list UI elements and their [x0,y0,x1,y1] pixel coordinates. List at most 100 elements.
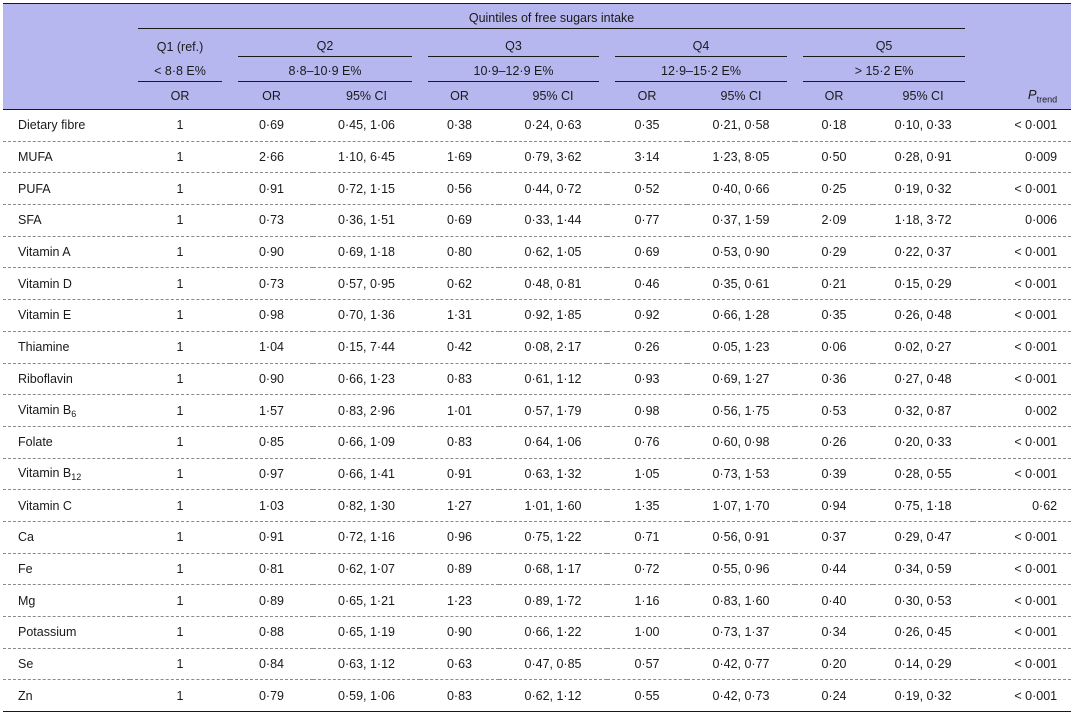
nutrient-cell: Vitamin D [3,267,130,301]
q3-or-cell: 0·80 [420,236,499,269]
p-trend-cell: < 0·001 [973,267,1072,301]
q5-ci-cell: 0·26, 0·45 [873,616,974,649]
p-trend-cell: 0·002 [973,394,1072,427]
nutrient-cell: Mg [3,584,130,617]
col-ci-q5: 95% CI [873,82,974,110]
q3-ci-cell: 0·64, 1·06 [499,426,607,459]
q2-or-cell: 0·89 [230,584,313,617]
range-q4: 12·9–15·2 E% [607,59,795,83]
table-row: Mg 1 0·89 0·65, 1·21 1·23 0·89, 1·72 1·16 0·83,… [3,584,1072,617]
q3-or-cell: 0·90 [420,616,499,649]
q5-ci-cell: 0·75, 1·18 [873,489,974,522]
nutrient-cell: Se [3,648,130,681]
table-row: Ca 1 0·91 0·72, 1·16 0·96 0·75, 1·22 0·71 0·56,… [3,521,1072,554]
results-table: Quintiles of free sugars intake Q1 (ref.… [3,3,1072,712]
q4-or-cell: 0·76 [607,426,687,459]
nutrient-cell: MUFA [3,141,130,174]
q3-ci-cell: 0·66, 1·22 [499,616,607,649]
range-q1: < 8·8 E% [130,59,230,83]
q4-ci-cell: 0·42, 0·77 [687,648,795,681]
q5-or-cell: 0·24 [795,679,873,712]
table-row: Se 1 0·84 0·63, 1·12 0·63 0·47, 0·85 0·57 0·42,… [3,648,1072,681]
nutrient-cell: PUFA [3,172,130,206]
q5-ci-cell: 0·15, 0·29 [873,267,974,301]
q2-ci-cell: 0·83, 2·96 [313,394,420,427]
table-row: Thiamine 1 1·04 0·15, 7·44 0·42 0·08, 2·17 0·2… [3,331,1072,364]
q4-ci-cell: 0·73, 1·53 [687,458,795,491]
col-ci-q4: 95% CI [687,82,795,110]
q2-or-cell: 0·73 [230,204,313,237]
q5-ci-cell: 0·34, 0·59 [873,553,974,586]
range-q3: 10·9–12·9 E% [420,59,607,83]
q4-ci-cell: 1·07, 1·70 [687,489,795,522]
q4-ci-cell: 0·66, 1·28 [687,299,795,332]
q5-or-cell: 0·37 [795,521,873,554]
q2-or-cell: 0·79 [230,679,313,712]
q2-or-cell: 0·73 [230,267,313,301]
q1-or-cell: 1 [130,236,230,269]
q5-ci-cell: 0·32, 0·87 [873,394,974,427]
q4-or-cell: 0·69 [607,236,687,269]
q2-or-cell: 0·85 [230,426,313,459]
nutrient-cell: Folate [3,426,130,459]
col-ci-q2: 95% CI [313,82,420,110]
q1-or-cell: 1 [130,426,230,459]
q3-ci-cell: 0·48, 0·81 [499,267,607,301]
q4-or-cell: 0·71 [607,521,687,554]
q2-or-cell: 1·57 [230,394,313,427]
q4-or-cell: 0·72 [607,553,687,586]
nutrient-cell: Vitamin B6 [3,394,130,427]
group-q4: Q4 [607,33,795,60]
q3-ci-cell: 0·75, 1·22 [499,521,607,554]
q2-ci-cell: 0·59, 1·06 [313,679,420,712]
p-trend-cell: < 0·001 [973,236,1072,269]
q4-ci-cell: 0·53, 0·90 [687,236,795,269]
q4-or-cell: 0·26 [607,331,687,364]
q3-or-cell: 0·91 [420,458,499,491]
q1-or-cell: 1 [130,679,230,712]
q2-or-cell: 2·66 [230,141,313,174]
q4-or-cell: 0·92 [607,299,687,332]
q3-or-cell: 1·01 [420,394,499,427]
q2-or-cell: 1·04 [230,331,313,364]
nutrient-subscript: 6 [71,408,77,419]
q3-or-cell: 0·62 [420,267,499,301]
q4-or-cell: 3·14 [607,141,687,174]
table-row: Vitamin A 1 0·90 0·69, 1·18 0·80 0·62, 1·05 0·… [3,236,1072,269]
p-trend-cell: < 0·001 [973,299,1072,332]
header-quintiles-cell: Quintiles of free sugars intake [130,3,974,34]
q5-or-cell: 0·18 [795,109,873,142]
q5-ci-cell: 0·28, 0·91 [873,141,974,174]
q5-ci-cell: 0·19, 0·32 [873,679,974,712]
table-header: Quintiles of free sugars intake Q1 (ref.… [3,3,1072,110]
p-trend-cell: < 0·001 [973,172,1072,206]
q2-ci-cell: 0·66, 1·23 [313,363,420,396]
p-trend-cell: < 0·001 [973,109,1072,142]
q2-or-cell: 0·97 [230,458,313,491]
table-row: MUFA 1 2·66 1·10, 6·45 1·69 0·79, 3·62 3·14 1·2… [3,141,1072,174]
q1-or-cell: 1 [130,267,230,301]
q2-ci-cell: 0·69, 1·18 [313,236,420,269]
q3-ci-cell: 0·92, 1·85 [499,299,607,332]
q3-or-cell: 0·89 [420,553,499,586]
q3-ci-cell: 0·68, 1·17 [499,553,607,586]
q3-or-cell: 0·96 [420,521,499,554]
q4-ci-cell: 0·69, 1·27 [687,363,795,396]
q4-or-cell: 0·46 [607,267,687,301]
q1-or-cell: 1 [130,109,230,142]
q4-ci-cell: 0·60, 0·98 [687,426,795,459]
col-or-q1: OR [130,82,230,110]
q5-or-cell: 0·94 [795,489,873,522]
q3-or-cell: 0·83 [420,363,499,396]
q3-ci-cell: 0·08, 2·17 [499,331,607,364]
q4-or-cell: 0·57 [607,648,687,681]
p-trend-cell: < 0·001 [973,363,1072,396]
p-trend-cell: < 0·001 [973,616,1072,649]
quintiles-title: Quintiles of free sugars intake [138,8,966,30]
q4-or-cell: 1·00 [607,616,687,649]
q5-or-cell: 2·09 [795,204,873,237]
table-row: Potassium 1 0·88 0·65, 1·19 0·90 0·66, 1·22 1·… [3,616,1072,649]
q5-or-cell: 0·21 [795,267,873,301]
nutrient-cell: Vitamin E [3,299,130,332]
q5-or-cell: 0·25 [795,172,873,206]
